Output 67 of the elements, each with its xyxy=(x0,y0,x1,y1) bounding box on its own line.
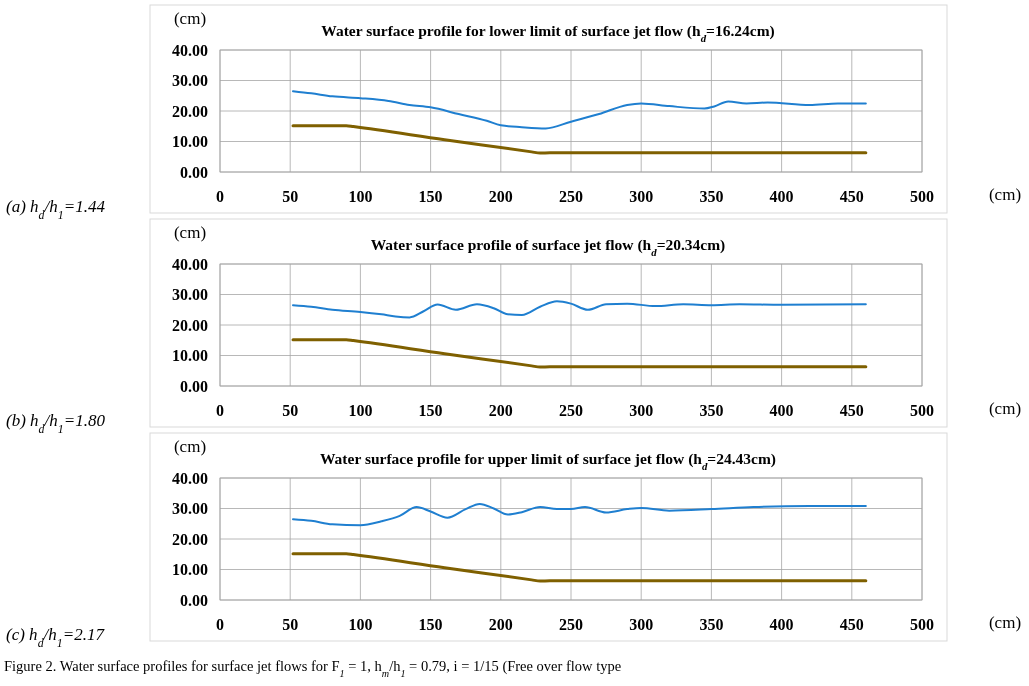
y-tick-label: 40.00 xyxy=(172,255,208,273)
y-tick-label: 40.00 xyxy=(172,469,208,487)
x-tick-label: 400 xyxy=(769,616,794,633)
x-tick-label: 100 xyxy=(348,616,373,633)
x-tick-label: 400 xyxy=(769,402,794,419)
x-tick-label: 500 xyxy=(910,188,934,205)
x-tick-label: 400 xyxy=(769,188,794,205)
x-tick-label: 150 xyxy=(418,402,443,419)
y-tick-label: 10.00 xyxy=(172,561,208,579)
y-tick-label: 0.00 xyxy=(180,163,208,181)
chart-title: Water surface profile for lower limit of surface jet flow (h$_{d}$=16.24cm) xyxy=(321,22,775,44)
x-tick-label: 300 xyxy=(629,188,654,205)
x-tick-label: 450 xyxy=(839,616,864,633)
x-tick-label: 200 xyxy=(488,188,513,205)
y-axis-title: (cm) xyxy=(173,223,207,242)
line-series xyxy=(291,124,868,155)
x-tick-label: 100 xyxy=(348,402,373,419)
line-series xyxy=(291,552,868,583)
x-tick-label: 100 xyxy=(348,188,373,205)
x-axis-title: (cm) xyxy=(988,613,1022,632)
y-tick-label: 30.00 xyxy=(172,72,208,90)
x-tick-label: 0 xyxy=(216,188,224,205)
x-tick-label: 50 xyxy=(282,616,299,633)
x-tick-label: 200 xyxy=(488,402,513,419)
y-tick-label: 20.00 xyxy=(172,530,208,548)
text: (b) h$_{d}$/h$_{1}$=1.80 xyxy=(6,411,106,436)
x-tick-label: 0 xyxy=(216,616,224,633)
line-series xyxy=(292,90,867,130)
y-tick-label: 10.00 xyxy=(172,133,208,151)
text: (c) h$_{d}$/h$_{1}$=2.17 xyxy=(6,625,106,650)
caption: Figure 2. Water surface profiles for surface jet flows for F$_{1}$ = 1, h$_{m}$/h$_{1}$ = 0.79, i = 1/15 (Free over flow type xyxy=(4,658,622,679)
x-tick-label: 350 xyxy=(699,402,724,419)
x-tick-label: 350 xyxy=(699,616,724,633)
x-tick-label: 300 xyxy=(629,402,654,419)
x-tick-label: 200 xyxy=(488,616,513,633)
line-series xyxy=(292,502,867,527)
x-axis-title: (cm) xyxy=(988,399,1022,418)
y-tick-label: 0.00 xyxy=(180,591,208,609)
chart-title: Water surface profile for upper limit of surface jet flow (h$_{d}$=24.43cm) xyxy=(319,450,777,472)
x-tick-label: 250 xyxy=(559,616,583,633)
y-tick-label: 20.00 xyxy=(172,316,208,334)
x-tick-label: 150 xyxy=(418,188,443,205)
x-tick-label: 50 xyxy=(282,188,299,205)
x-tick-label: 0 xyxy=(216,402,224,419)
text: (a) h$_{d}$/h$_{1}$=1.44 xyxy=(6,197,106,222)
x-tick-label: 450 xyxy=(839,188,864,205)
y-tick-label: 10.00 xyxy=(172,347,208,365)
x-axis-title: (cm) xyxy=(988,185,1022,204)
chart-title: Water surface profile of surface jet flow (h$_{d}$=20.34cm) xyxy=(370,236,726,258)
x-tick-label: 500 xyxy=(910,616,934,633)
line-series xyxy=(291,338,868,369)
x-tick-label: 450 xyxy=(839,402,864,419)
x-tick-label: 250 xyxy=(559,402,583,419)
x-tick-label: 150 xyxy=(418,616,443,633)
x-tick-label: 500 xyxy=(910,402,934,419)
line-series xyxy=(292,300,867,319)
y-tick-label: 0.00 xyxy=(180,377,208,395)
x-tick-label: 300 xyxy=(629,616,654,633)
x-tick-label: 250 xyxy=(559,188,583,205)
y-tick-label: 20.00 xyxy=(172,102,208,120)
x-tick-label: 350 xyxy=(699,188,724,205)
y-axis-title: (cm) xyxy=(173,437,207,456)
y-tick-label: 40.00 xyxy=(172,41,208,59)
x-tick-label: 50 xyxy=(282,402,299,419)
y-tick-label: 30.00 xyxy=(172,500,208,518)
y-axis-title: (cm) xyxy=(173,9,207,28)
y-tick-label: 30.00 xyxy=(172,286,208,304)
